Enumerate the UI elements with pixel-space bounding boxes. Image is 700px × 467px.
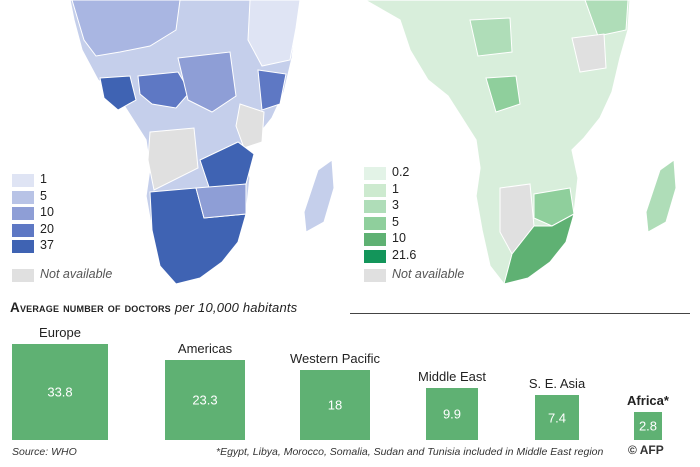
bar-value-label: 7.4 [547, 410, 567, 426]
bar-value-label: 18 [327, 397, 343, 413]
left-map-region-east [247, 0, 301, 67]
left-map-region-zambia [199, 141, 255, 191]
legend-label: 1 [392, 181, 399, 196]
legend-label: 3 [392, 198, 399, 212]
bar-value-label: 23.3 [192, 392, 218, 408]
bar-square: 2.8 [634, 412, 662, 440]
left-map-region-north [71, 0, 181, 57]
legend-swatch [364, 216, 386, 230]
bar-category-label: Middle East [418, 369, 486, 385]
bar-value-label: 2.8 [638, 418, 658, 434]
left-map-region-westcoast [99, 75, 137, 111]
left-map-madagascar [303, 159, 335, 233]
legend-label: 10 [392, 231, 406, 245]
chart-title-text: Average number of doctors [10, 300, 171, 315]
left-map-region-na [235, 103, 265, 149]
legend-label: 21.6 [392, 247, 417, 262]
right-map-region-na1 [571, 33, 607, 73]
legend-label: 5 [392, 214, 399, 229]
legend-swatch [12, 190, 34, 204]
left-map-region-angola [147, 127, 199, 191]
legend-label: 10 [40, 205, 54, 219]
chart-title: Average number of doctors per 10,000 habi… [10, 300, 297, 315]
chart-subtitle: per 10,000 habitants [174, 300, 298, 315]
left-map-region-moz [195, 183, 247, 219]
bar-square: 9.9 [426, 388, 478, 440]
legend-label: 1 [40, 172, 47, 186]
legend-label: 5 [40, 188, 47, 203]
not-available-swatch [364, 269, 386, 282]
legend-swatch [364, 167, 386, 180]
bar-value-label: 33.8 [47, 384, 73, 400]
bar-category-label: Western Pacific [289, 350, 381, 366]
legend-swatch [364, 233, 386, 246]
right-map [363, 0, 677, 285]
right-map-region-west [485, 75, 521, 113]
bar-category-label: S. E. Asia [528, 376, 586, 392]
right-map-region-east [584, 0, 629, 37]
not-available-label: Not available [40, 267, 113, 281]
source-note: Source: WHO [12, 446, 77, 458]
bar-category-label: Europe [39, 325, 81, 340]
legend-swatch [364, 200, 386, 213]
chart-header: Average number of doctors per 10,000 habi… [10, 300, 690, 318]
legend-swatch [364, 249, 386, 263]
bar-category-label: Africa* [627, 393, 669, 409]
doctors-chart: 33.8 Europe 23.3 Americas 18 Western Pacific 9… [0, 318, 700, 448]
legend-label: 0.2 [392, 165, 410, 179]
bar-square: 18 [299, 369, 371, 440]
footnote: *Egypt, Libya, Morocco, Somalia, Sudan a… [216, 446, 604, 458]
legend-swatch [12, 174, 34, 187]
bar-category-label: Americas [177, 341, 233, 357]
legend-swatch [364, 183, 386, 197]
legend-swatch [12, 240, 34, 253]
afp-credit: © AFP [628, 443, 664, 457]
right-map-region-south [503, 212, 575, 285]
left-map-region-horn [257, 69, 287, 111]
bar-value-label: 9.9 [442, 406, 462, 422]
legend-swatch [12, 207, 34, 220]
legend-label: 37 [40, 238, 54, 252]
title-rule [350, 313, 690, 314]
not-available-swatch [12, 269, 34, 282]
not-available-label: Not available [392, 267, 465, 281]
legend-swatch [12, 223, 34, 237]
africa-maps [69, 0, 677, 285]
bar-square: 33.8 [12, 344, 108, 440]
left-map-region-greatlakes [177, 51, 237, 113]
left-map [69, 0, 335, 285]
bar-square: 23.3 [165, 360, 245, 440]
left-map-region-central [137, 71, 191, 109]
bar-square: 7.4 [534, 395, 580, 440]
right-map-region-north [469, 17, 513, 57]
legend-label: 20 [40, 221, 54, 236]
right-map-madagascar [645, 159, 677, 233]
